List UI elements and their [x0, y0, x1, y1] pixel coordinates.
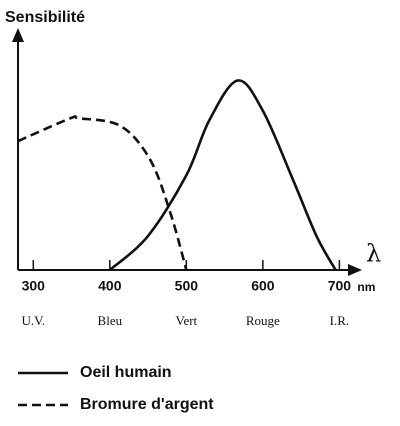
x-unit: nm [357, 280, 375, 294]
y-axis-label: Sensibilité [5, 9, 85, 26]
x-tick-label: 400 [98, 278, 122, 294]
band-label: Rouge [246, 313, 280, 328]
line [108, 79, 337, 271]
band-label: U.V. [21, 313, 45, 328]
line [17, 115, 188, 271]
y-axis-arrow [12, 28, 24, 42]
x-axis-arrow [348, 264, 362, 276]
x-tick-label: 700 [328, 278, 352, 294]
legend-label: Oeil humain [80, 364, 172, 381]
legend-label: Bromure d'argent [80, 396, 214, 413]
x-tick-label: 500 [175, 278, 199, 294]
x-tick-label: 600 [251, 278, 275, 294]
x-axis-label: λ [366, 240, 381, 268]
band-label: Bleu [98, 313, 123, 328]
band-label: I.R. [330, 313, 350, 328]
band-label: Vert [176, 313, 198, 328]
x-tick-label: 300 [22, 278, 46, 294]
